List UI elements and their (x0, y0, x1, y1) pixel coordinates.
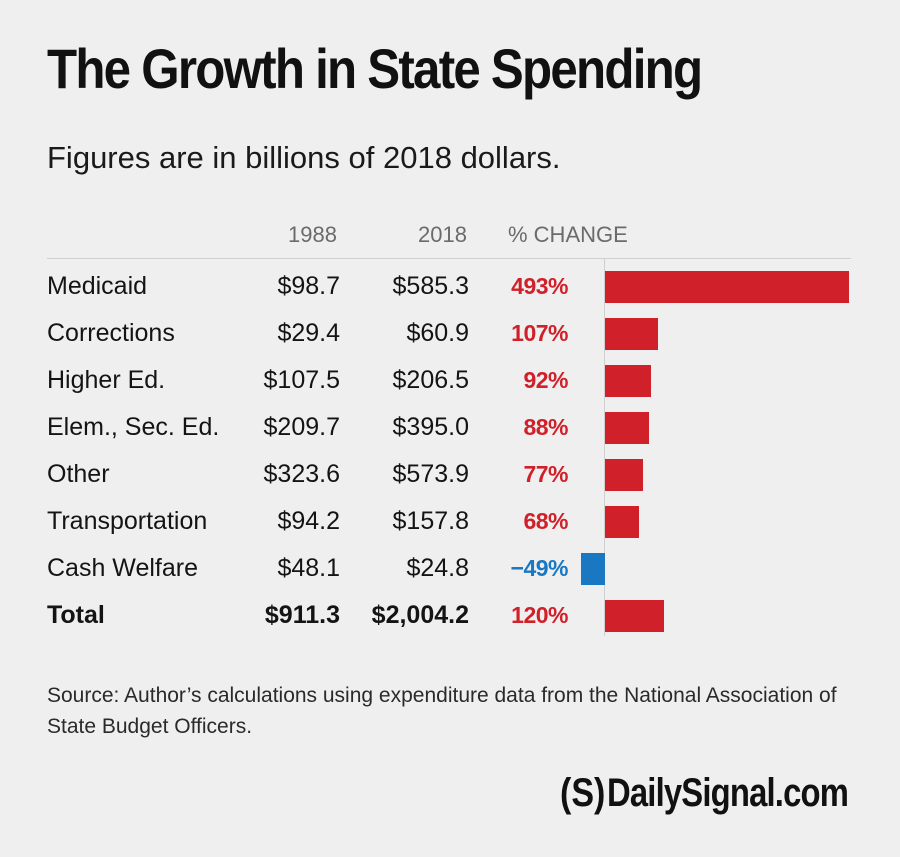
row-label: Higher Ed. (47, 366, 166, 394)
pct-change-label: 120% (511, 602, 568, 628)
value-1988: $48.1 (277, 554, 340, 582)
row-label: Elem., Sec. Ed. (47, 413, 220, 441)
pct-change-label: −49% (510, 555, 569, 581)
bar (605, 412, 649, 444)
value-1988: $323.6 (263, 460, 340, 488)
table-row: Corrections $29.4 $60.9 107% (0, 310, 900, 357)
row-label: Other (47, 460, 110, 488)
bar (605, 271, 849, 303)
table-row: Cash Welfare $48.1 $24.8 −49% (0, 545, 900, 592)
table-row: Other $323.6 $573.9 77% (0, 451, 900, 498)
row-label: Corrections (47, 319, 175, 347)
value-2018: $206.5 (392, 366, 469, 394)
bar (605, 459, 644, 491)
logo-mark: (S) (560, 770, 606, 815)
value-1988: $94.2 (277, 507, 340, 535)
column-header-pct-change: % CHANGE (508, 222, 628, 247)
table-row: Total $911.3 $2,004.2 120% (0, 592, 900, 639)
pct-change-label: 107% (511, 320, 568, 346)
table-row: Transportation $94.2 $157.8 68% (0, 498, 900, 545)
bar (605, 318, 658, 350)
bar (605, 365, 651, 397)
chart-title: The Growth in State Spending (47, 37, 703, 100)
pct-change-label: 92% (523, 367, 568, 393)
row-label: Transportation (47, 507, 208, 535)
value-1988: $209.7 (263, 413, 340, 441)
value-2018: $395.0 (392, 413, 469, 441)
table-row: Elem., Sec. Ed. $209.7 $395.0 88% (0, 404, 900, 451)
table-row: Higher Ed. $107.5 $206.5 92% (0, 357, 900, 404)
pct-change-label: 68% (523, 508, 568, 534)
value-1988: $911.3 (264, 601, 340, 629)
value-2018: $24.8 (406, 554, 469, 582)
header-rule (47, 258, 851, 259)
pct-change-label: 88% (523, 414, 568, 440)
pct-change-label: 493% (511, 273, 568, 299)
row-label: Total (47, 601, 105, 629)
value-2018: $573.9 (392, 460, 469, 488)
value-1988: $29.4 (277, 319, 340, 347)
chart-subtitle: Figures are in billions of 2018 dollars. (47, 140, 561, 175)
logo-text: DailySignal.com (607, 770, 849, 815)
value-1988: $107.5 (263, 366, 340, 394)
bar (605, 600, 665, 632)
bar (605, 506, 639, 538)
column-header-1988: 1988 (288, 222, 337, 247)
value-2018: $157.8 (392, 507, 469, 535)
row-label: Cash Welfare (47, 554, 198, 582)
value-1988: $98.7 (277, 272, 340, 300)
source-note: Source: Author’s calculations using expe… (47, 684, 837, 738)
pct-change-label: 77% (523, 461, 568, 487)
dailysignal-logo: (S) DailySignal.com (560, 768, 900, 818)
value-2018: $2,004.2 (371, 601, 469, 629)
bar (580, 553, 605, 585)
row-label: Medicaid (47, 272, 148, 300)
value-2018: $60.9 (406, 319, 469, 347)
column-header-2018: 2018 (418, 222, 467, 247)
value-2018: $585.3 (392, 272, 469, 300)
bar-baseline (604, 259, 605, 636)
table-row: Medicaid $98.7 $585.3 493% (0, 263, 900, 310)
